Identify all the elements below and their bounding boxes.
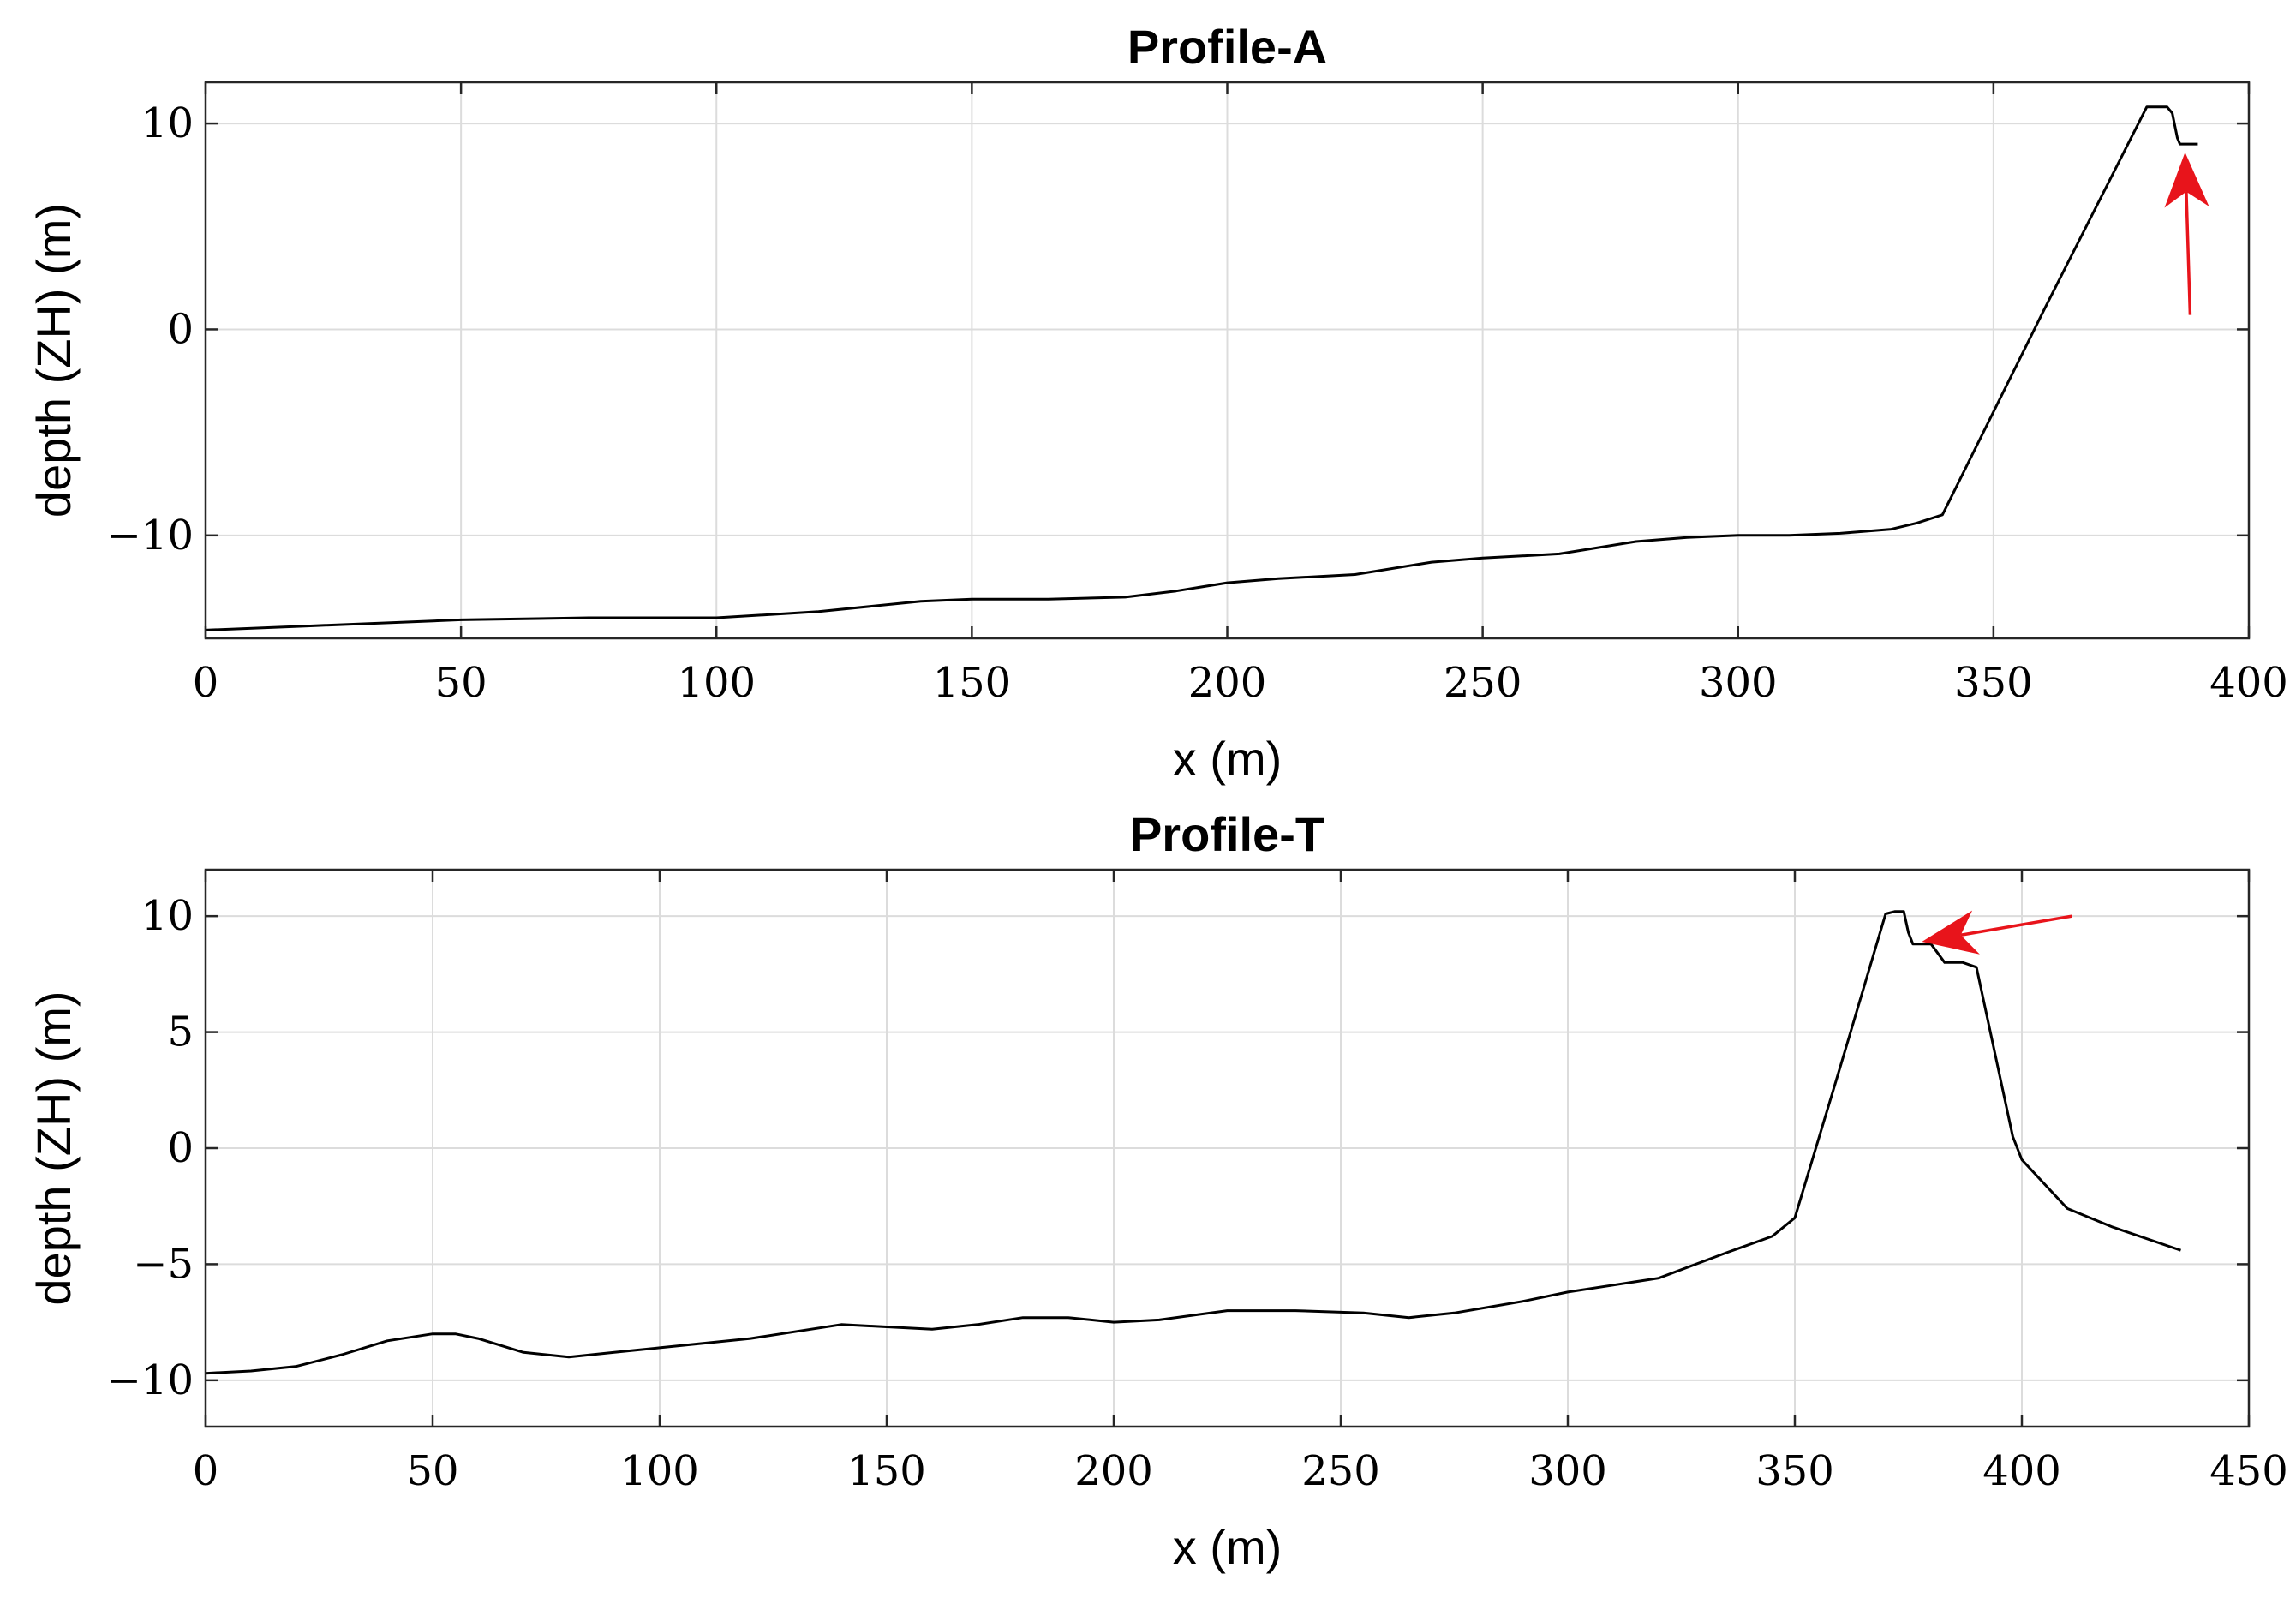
y-axis-label: depth (ZH) (m) [27, 203, 81, 518]
panel-profile-t: 0 50 100 150 200 250 300 350 400 450 −10 −5 0 5 10 Pro… [27, 807, 2288, 1574]
x-tick-label: 200 [1074, 1447, 1153, 1495]
y-tick-label: 5 [167, 1008, 194, 1056]
annotation-arrow [2164, 152, 2209, 315]
x-tick-label: 100 [677, 659, 756, 707]
x-tick-label: 100 [620, 1447, 699, 1495]
x-tick-label: 50 [406, 1447, 458, 1495]
x-tick-label: 250 [1301, 1447, 1380, 1495]
x-tick-label: 150 [933, 659, 1012, 707]
annotation-arrow [1922, 910, 2072, 955]
x-tick-label: 300 [1528, 1447, 1607, 1495]
profile-line [205, 910, 2181, 1375]
profile-line [205, 105, 2198, 631]
arrow-head [1922, 910, 1980, 955]
y-tick-label: 0 [167, 305, 194, 353]
y-tick-label: 10 [141, 892, 194, 940]
y-tick-label: −10 [107, 1356, 194, 1404]
x-tick-label: 150 [847, 1447, 926, 1495]
chart-title: Profile-A [1127, 20, 1327, 74]
y-tick-label: −5 [133, 1240, 194, 1288]
x-tick-label: 350 [1755, 1447, 1834, 1495]
arrow-shaft [1960, 914, 2072, 937]
x-tick-label: 400 [1982, 1447, 2061, 1495]
x-tick-label: 300 [1699, 659, 1778, 707]
arrow-shaft [2185, 191, 2192, 315]
x-tick-label: 0 [193, 659, 219, 707]
x-tick-label: 0 [193, 1447, 219, 1495]
chart-title: Profile-T [1130, 807, 1324, 861]
panel-profile-a: 0 50 100 150 200 250 300 350 400 −10 0 10 Profile-A… [27, 20, 2288, 786]
y-axis-label: depth (ZH) (m) [27, 991, 81, 1305]
x-tick-label: 200 [1188, 659, 1267, 707]
y-tick-label: 0 [167, 1124, 194, 1172]
x-tick-label: 50 [435, 659, 487, 707]
x-tick-label: 350 [1954, 659, 2033, 707]
y-tick-label: −10 [107, 512, 194, 560]
x-tick-label: 250 [1444, 659, 1522, 707]
x-tick-label: 400 [2209, 659, 2288, 707]
x-tick-label: 450 [2209, 1447, 2288, 1495]
y-tick-label: 10 [141, 99, 194, 147]
x-axis-label: x (m) [1173, 732, 1283, 786]
arrow-head [2164, 152, 2209, 208]
x-axis-label: x (m) [1173, 1520, 1283, 1574]
